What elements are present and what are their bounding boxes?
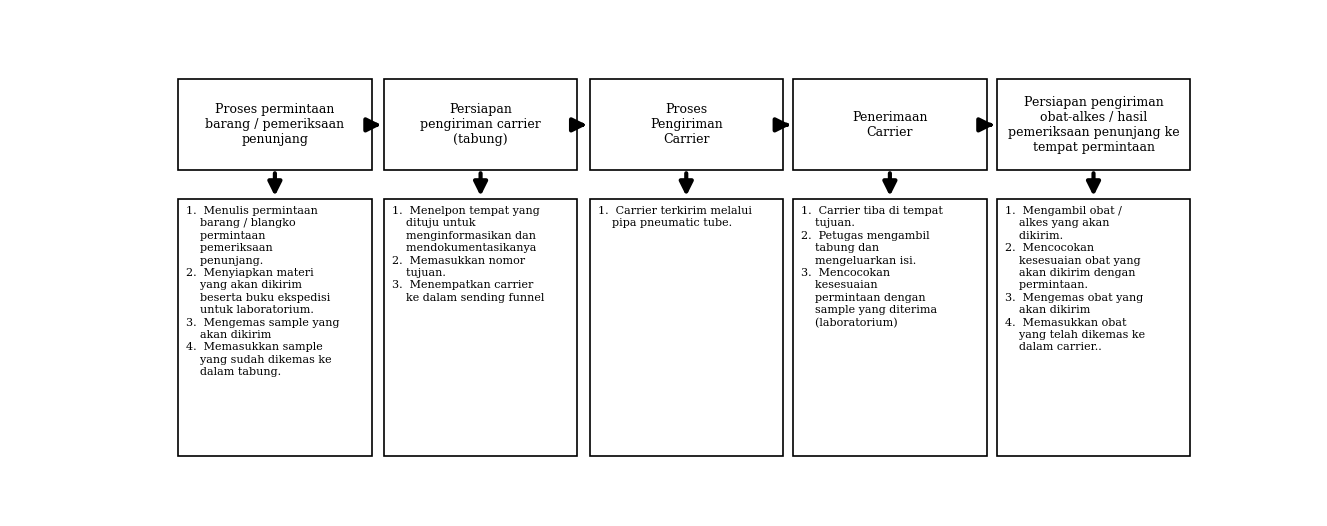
Bar <box>384 199 577 456</box>
Text: 1.  Menelpon tempat yang
    dituju untuk
    menginformasikan dan
    mendokume: 1. Menelpon tempat yang dituju untuk men… <box>393 206 544 303</box>
Bar <box>178 79 372 170</box>
Bar <box>178 199 372 456</box>
Text: 1.  Mengambil obat /
    alkes yang akan
    dikirim.
2.  Mencocokan
    kesesua: 1. Mengambil obat / alkes yang akan diki… <box>1005 206 1145 352</box>
Text: Persiapan pengiriman
obat-alkes / hasil
pemeriksaan penunjang ke
tempat perminta: Persiapan pengiriman obat-alkes / hasil … <box>1007 96 1180 154</box>
Bar <box>384 79 577 170</box>
Bar <box>794 199 986 456</box>
Text: Penerimaan
Carrier: Penerimaan Carrier <box>852 111 928 139</box>
Text: 1.  Carrier terkirim melalui
    pipa pneumatic tube.: 1. Carrier terkirim melalui pipa pneumat… <box>597 206 752 228</box>
Bar <box>794 79 986 170</box>
Text: 1.  Carrier tiba di tempat
    tujuan.
2.  Petugas mengambil
    tabung dan
    : 1. Carrier tiba di tempat tujuan. 2. Pet… <box>802 206 943 328</box>
Bar <box>589 79 783 170</box>
Text: Proses
Pengiriman
Carrier: Proses Pengiriman Carrier <box>650 104 723 146</box>
Bar <box>589 199 783 456</box>
Bar <box>997 199 1190 456</box>
Text: 1.  Menulis permintaan
    barang / blangko
    permintaan
    pemeriksaan
    p: 1. Menulis permintaan barang / blangko p… <box>186 206 340 377</box>
Bar <box>997 79 1190 170</box>
Text: Persiapan
pengiriman carrier
(tabung): Persiapan pengiriman carrier (tabung) <box>421 104 541 146</box>
Text: Proses permintaan
barang / pemeriksaan
penunjang: Proses permintaan barang / pemeriksaan p… <box>206 104 345 146</box>
